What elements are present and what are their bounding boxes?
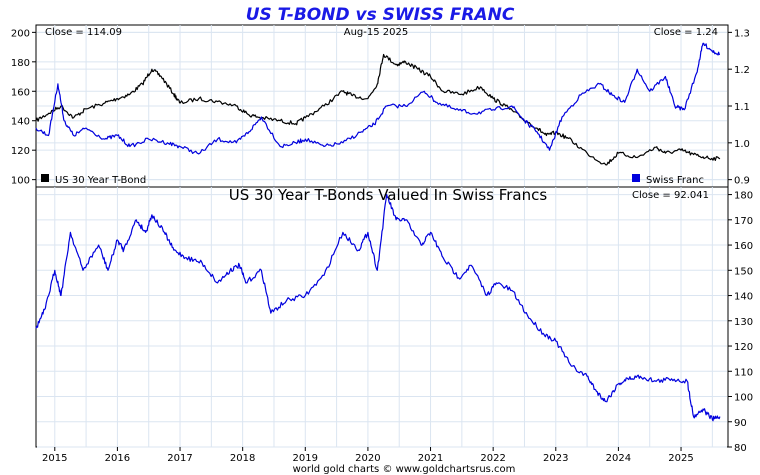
x-tick-label: 2021 <box>418 453 443 464</box>
bottom-subtitle: US 30 Year T-Bonds Valued In Swiss Franc… <box>229 186 548 204</box>
y-tick-label: 150 <box>734 266 753 277</box>
y-tick-label: 180 <box>11 58 30 69</box>
top-left-axis: 100 120 140 160 180 200 <box>11 28 36 187</box>
bottom-panel-grid <box>37 187 727 448</box>
x-tick-label: 2018 <box>230 453 255 464</box>
y-tick-label: 120 <box>11 146 30 157</box>
y-tick-label: 170 <box>734 216 753 227</box>
close-franc-label: Close = 1.24 <box>654 27 718 38</box>
y-tick-label: 180 <box>734 191 753 202</box>
x-tick-label: 2025 <box>668 453 693 464</box>
y-tick-label: 160 <box>11 87 30 98</box>
legend-franc-label: Swiss Franc <box>646 175 704 186</box>
x-tick-label: 2023 <box>543 453 568 464</box>
top-right-axis: 0.9 1.0 1.1 1.2 1.3 <box>728 28 750 187</box>
x-tick-label: 2016 <box>105 453 130 464</box>
x-tick-label: 2017 <box>167 453 192 464</box>
tbond-series-line <box>35 53 721 166</box>
x-tick-label: 2019 <box>293 453 318 464</box>
footer-credit: world gold charts © www.goldchartsrus.co… <box>293 464 516 475</box>
date-label: Aug-15 2025 <box>344 27 409 38</box>
y-tick-label: 200 <box>11 28 30 39</box>
y-tick-label: 160 <box>734 241 753 252</box>
x-tick-label: 2024 <box>606 453 631 464</box>
y-tick-label: 140 <box>734 292 753 303</box>
y-tick-label: 130 <box>734 317 753 328</box>
close-ratio-label: Close = 92.041 <box>632 190 709 201</box>
franc-series-line <box>35 42 721 155</box>
legend-franc-swatch <box>632 174 640 182</box>
y-tick-label: 1.3 <box>734 28 750 39</box>
close-tbond-label: Close = 114.09 <box>45 27 122 38</box>
y-tick-label: 140 <box>11 117 30 128</box>
legend-tbond-swatch <box>41 174 49 182</box>
x-tick-label: 2022 <box>480 453 505 464</box>
y-tick-label: 120 <box>734 342 753 353</box>
top-panel-grid <box>37 25 727 187</box>
y-tick-label: 0.9 <box>734 176 750 187</box>
y-tick-label: 100 <box>11 176 30 187</box>
legend-tbond-label: US 30 Year T-Bond <box>55 175 146 186</box>
x-axis: 2015 2016 2017 2018 2019 2020 2021 2022 2023 2024… <box>42 447 694 464</box>
ratio-series-line <box>35 194 721 422</box>
bottom-right-axis: 80 90 100 110 120 130 140 150 160 170 180 <box>728 191 753 454</box>
x-tick-label: 2020 <box>355 453 380 464</box>
y-tick-label: 110 <box>734 367 753 378</box>
y-tick-label: 90 <box>734 418 747 429</box>
y-tick-label: 1.0 <box>734 139 750 150</box>
y-tick-label: 1.2 <box>734 65 750 76</box>
y-tick-label: 100 <box>734 393 753 404</box>
chart-title: US T-BOND vs SWISS FRANC <box>246 5 515 25</box>
y-tick-label: 1.1 <box>734 102 750 113</box>
y-tick-label: 80 <box>734 443 747 454</box>
x-tick-label: 2015 <box>42 453 67 464</box>
